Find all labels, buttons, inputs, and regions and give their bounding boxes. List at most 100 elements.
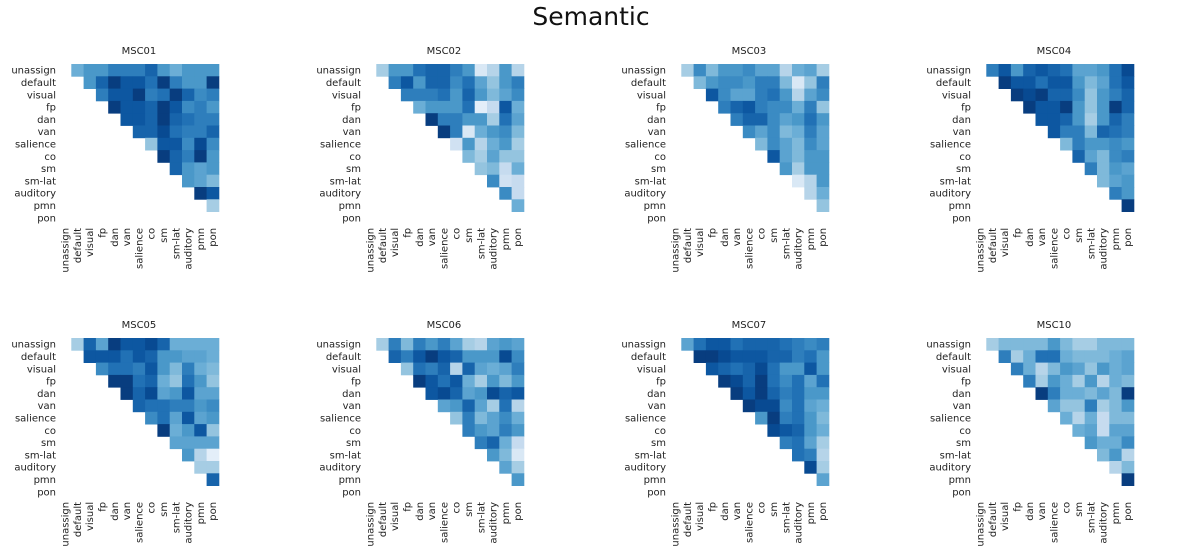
heatmap-cell — [779, 100, 793, 114]
x-tick-label: pon — [513, 502, 524, 521]
heatmap-cell — [376, 64, 389, 77]
heatmap-cell — [792, 64, 805, 77]
heatmap-cell — [998, 76, 1012, 89]
heatmap-cell — [1072, 76, 1086, 89]
heatmap-cell — [1121, 113, 1135, 126]
heatmap-cell — [1010, 350, 1024, 363]
heatmap-cell — [499, 387, 512, 400]
heatmap-cell — [779, 64, 793, 77]
heatmap-cell — [511, 436, 525, 450]
heatmap-cell — [450, 374, 463, 388]
y-tick-label: van — [343, 127, 361, 138]
heatmap-cell — [182, 448, 195, 462]
heatmap-cell — [792, 88, 805, 102]
panel-title: MSC05 — [122, 320, 157, 331]
heatmap-cell — [755, 137, 768, 151]
heatmap-cell — [462, 374, 476, 388]
heatmap-cell — [182, 411, 195, 425]
heatmap-cell — [169, 424, 183, 437]
heatmap-cell — [425, 100, 439, 114]
x-tick-label: unassign — [671, 502, 682, 547]
heatmap-cell — [804, 137, 817, 151]
heatmap-cell — [1047, 374, 1061, 388]
heatmap-cell — [437, 362, 451, 376]
x-tick-label: van — [732, 502, 743, 520]
heatmap-cell — [499, 113, 512, 126]
heatmap-cell — [413, 362, 426, 376]
heatmap-cell — [779, 350, 793, 363]
y-tick-label: dan — [37, 389, 56, 400]
heatmap-cell — [1072, 411, 1086, 425]
heatmap-cell — [450, 64, 463, 77]
heatmap-cell — [145, 113, 158, 126]
x-tick-label: salience — [1049, 228, 1060, 269]
heatmap-cell — [450, 76, 463, 89]
y-tick-label: pmn — [644, 475, 666, 486]
heatmap-cell — [145, 100, 158, 114]
heatmap-cell — [206, 150, 220, 163]
heatmap-cell — [816, 125, 830, 139]
heatmap-cell — [511, 362, 525, 376]
heatmap-cell — [145, 399, 158, 413]
heatmap-cell — [132, 113, 146, 126]
y-tick-label: fp — [46, 377, 56, 388]
heatmap-cell — [450, 350, 463, 363]
heatmap-cell — [474, 76, 488, 89]
y-tick-label: auditory — [929, 189, 971, 200]
x-tick-label: co — [757, 502, 768, 514]
y-tick-label: sm — [346, 164, 361, 175]
x-tick-label: unassign — [671, 228, 682, 273]
heatmap-cell — [145, 362, 158, 376]
heatmap-cell — [474, 338, 488, 351]
heatmap-cell — [169, 100, 183, 114]
heatmap-cell — [1072, 387, 1086, 400]
heatmap-cell — [1072, 374, 1086, 388]
heatmap-cell — [1060, 88, 1073, 102]
y-tick-label: auditory — [319, 189, 361, 200]
heatmap-cell — [182, 88, 195, 102]
heatmap-cell — [1121, 411, 1135, 425]
heatmap-cell — [182, 113, 195, 126]
heatmap-cell — [804, 88, 817, 102]
x-tick-label: pmn — [806, 228, 817, 250]
heatmap-cell — [474, 424, 488, 437]
heatmap-cell — [487, 150, 500, 163]
heatmap-cell — [1121, 350, 1135, 363]
heatmap-cell — [730, 374, 744, 388]
y-tick-label: sm — [651, 164, 666, 175]
y-tick-label: co — [959, 426, 971, 437]
y-tick-label: pmn — [34, 475, 56, 486]
x-tick-label: default — [683, 502, 694, 537]
heatmap-cell — [95, 362, 109, 376]
heatmap-cell — [1010, 64, 1024, 77]
heatmap-cell — [1109, 411, 1122, 425]
heatmap-cell — [742, 399, 756, 413]
heatmap-cell — [1097, 113, 1110, 126]
heatmap-cell — [169, 150, 183, 163]
heatmap-cell — [779, 338, 793, 351]
heatmap-cell — [400, 362, 414, 376]
heatmap-cell — [792, 387, 805, 400]
heatmap-cell — [499, 88, 512, 102]
x-tick-label: unassign — [976, 228, 987, 273]
heatmap-cell — [1072, 338, 1086, 351]
heatmap-cell — [182, 64, 195, 77]
y-tick-label: default — [326, 78, 361, 89]
heatmap-cell — [767, 76, 781, 89]
y-tick-label: default — [631, 352, 666, 363]
heatmap-cell — [1023, 64, 1036, 77]
heatmap-cell — [1121, 399, 1135, 413]
heatmap-cell — [792, 338, 805, 351]
heatmap-cell — [108, 374, 121, 388]
x-tick-label: fp — [1013, 502, 1024, 512]
x-tick-label: sm-lat — [171, 502, 182, 533]
heatmap-cell — [816, 362, 830, 376]
heatmap-cell — [462, 424, 476, 437]
heatmap-cell — [425, 387, 439, 400]
heatmap-cell — [182, 162, 195, 176]
y-tick-label: pon — [342, 213, 361, 224]
heatmap-cell — [792, 76, 805, 89]
heatmap-cell — [474, 100, 488, 114]
heatmap-cell — [1010, 76, 1024, 89]
heatmap-cell — [1109, 448, 1122, 462]
